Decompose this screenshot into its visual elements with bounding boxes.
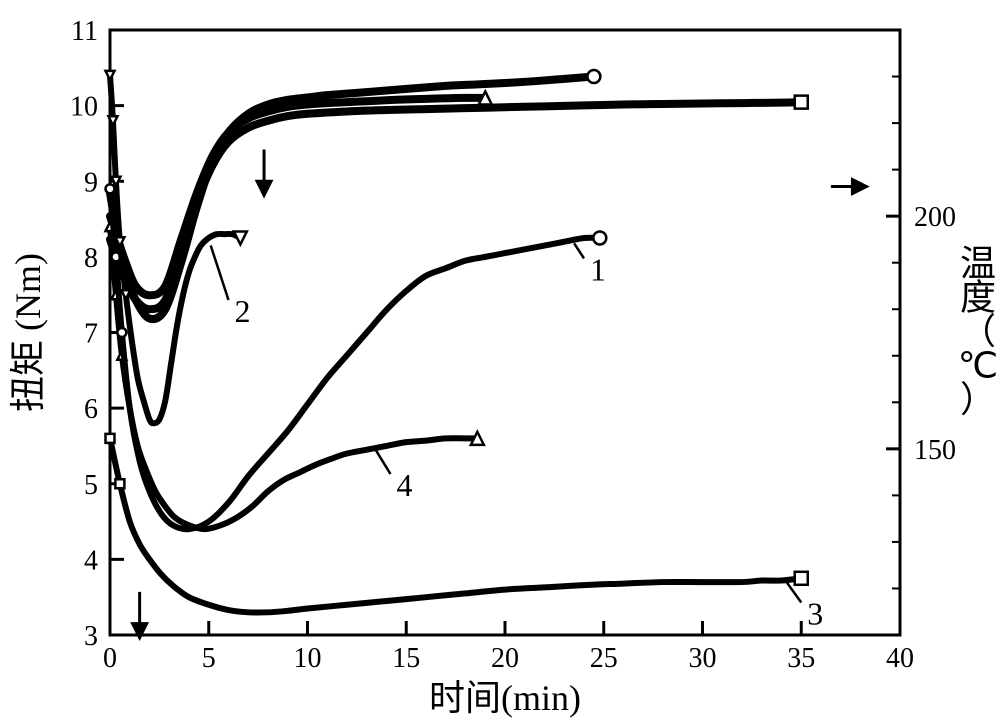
square-marker (795, 572, 808, 585)
plot-border (110, 30, 900, 635)
curve-label-1: 1 (590, 251, 606, 287)
y-right-title-char: ） (960, 380, 996, 420)
x-tick-label: 5 (202, 643, 216, 674)
up-triangle-marker (479, 91, 492, 104)
curve-label-4: 4 (396, 467, 412, 503)
x-tick-label: 30 (689, 643, 717, 674)
square-marker (795, 96, 808, 109)
leader-1 (574, 243, 584, 258)
y-left-tick-label: 8 (84, 243, 98, 274)
y-left-tick-label: 4 (84, 545, 98, 576)
x-tick-label: 0 (103, 643, 117, 674)
circle-marker (593, 231, 606, 244)
curve-temp_c (110, 102, 801, 309)
curve-temp_b (110, 98, 485, 295)
arrow-right-head (852, 180, 866, 194)
down-triangle-marker (234, 231, 247, 244)
y-left-tick-label: 6 (84, 394, 98, 425)
y-right-tick-label: 200 (914, 202, 956, 233)
y-left-title: 扭矩 (Nm) (8, 253, 48, 412)
square-marker (106, 434, 115, 443)
y-left-tick-label: 3 (84, 621, 98, 652)
leader-4 (375, 448, 391, 474)
y-left-tick-label: 5 (84, 470, 98, 501)
y-left-tick-label: 7 (84, 319, 98, 350)
up-triangle-marker (471, 432, 484, 445)
y-left-tick-label: 10 (70, 92, 98, 123)
circle-marker (117, 328, 126, 337)
curve-curve4 (110, 227, 477, 530)
square-marker (115, 479, 124, 488)
chart-svg: 0 5 10 15 20 25 30 35 40 3 4 5 6 7 8 9 10 11 150 200 时间(min)… (0, 0, 1000, 727)
x-tick-label: 35 (787, 643, 815, 674)
x-tick-label: 40 (886, 643, 914, 674)
chart-container: { "chart": { "type": "line", "background… (0, 0, 1000, 727)
x-tick-label: 25 (590, 643, 618, 674)
x-tick-label: 20 (491, 643, 519, 674)
x-axis-title: 时间(min) (429, 678, 581, 718)
y-left-tick-label: 11 (71, 16, 98, 47)
y-left-tick-label: 9 (84, 167, 98, 198)
arrow-down-head (257, 181, 271, 195)
circle-marker (587, 70, 600, 83)
curve-label-2: 2 (235, 293, 251, 329)
curve-label-3: 3 (807, 596, 823, 632)
x-tick-label: 15 (392, 643, 420, 674)
leader-2 (211, 246, 229, 301)
y-right-tick-label: 150 (914, 435, 956, 466)
circle-marker (106, 184, 115, 193)
x-tick-label: 10 (294, 643, 322, 674)
